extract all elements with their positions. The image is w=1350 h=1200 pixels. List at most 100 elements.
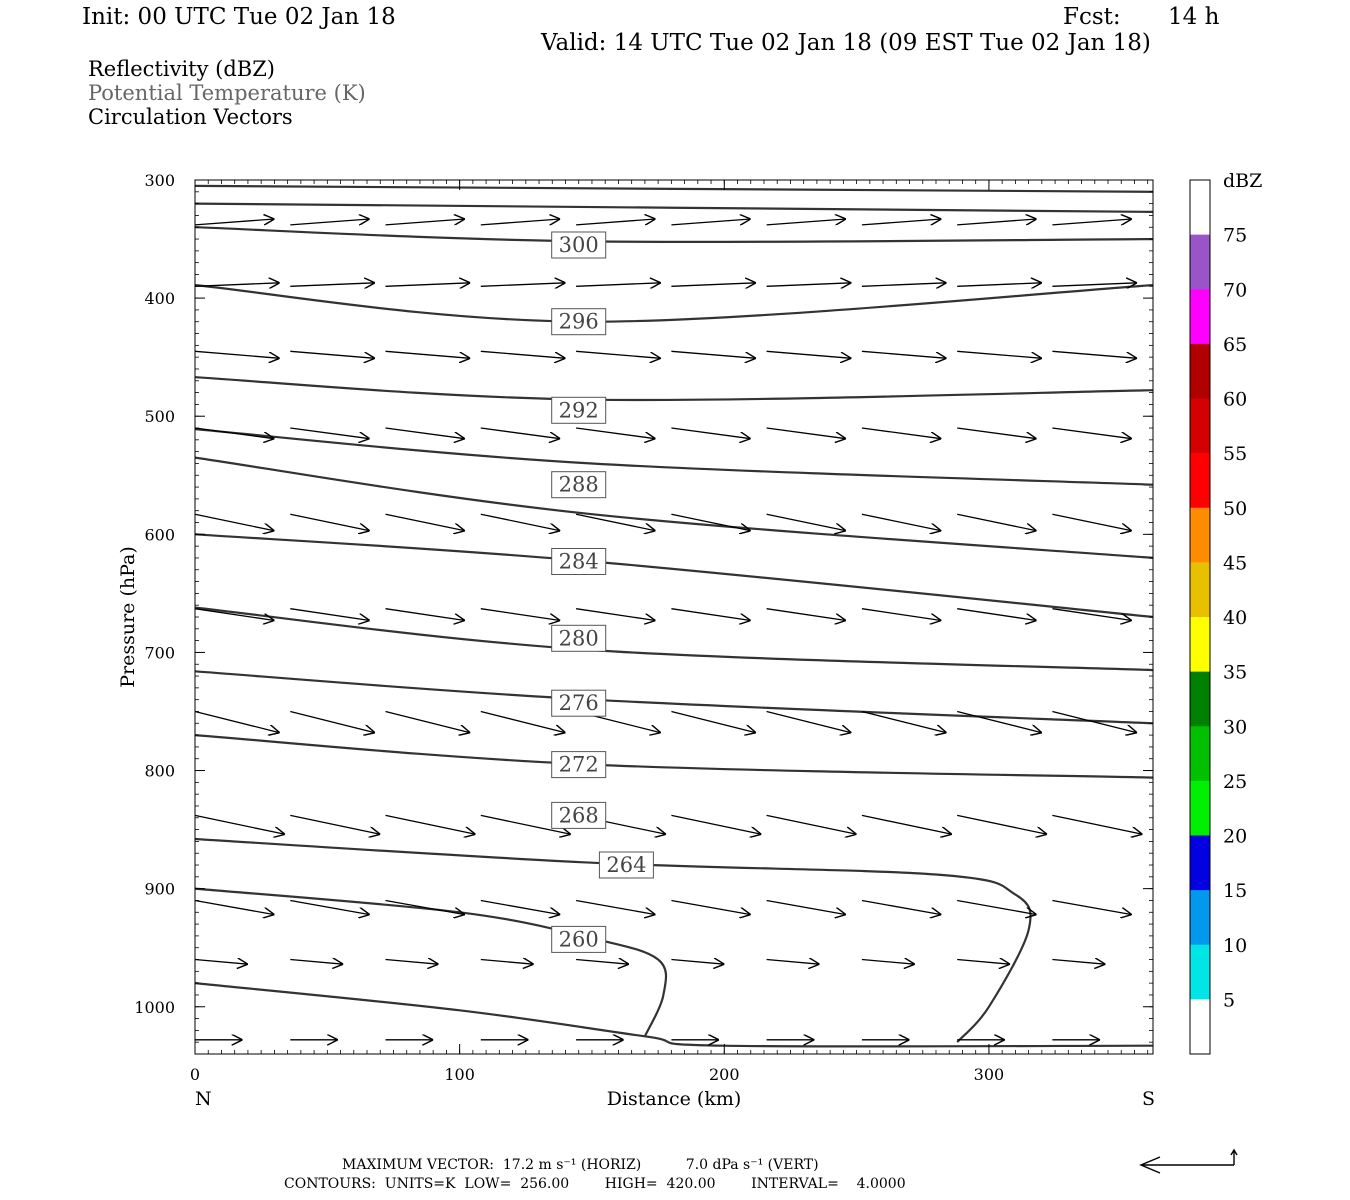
contour-288 — [194, 428, 1154, 486]
x-tick-label: 0 — [190, 1065, 200, 1084]
vector-arrow — [861, 219, 941, 226]
contour-label: 280 — [559, 626, 599, 650]
vector-arrow — [480, 513, 560, 531]
vector-arrow — [671, 960, 724, 965]
colorbar-swatch — [1190, 999, 1210, 1055]
vector-arrow — [957, 710, 1042, 733]
max-vector-info: MAXIMUM VECTOR: 17.2 m s⁻¹ (HORIZ) 7.0 d… — [342, 1157, 819, 1173]
vector-arrow — [766, 427, 846, 439]
vector-arrow — [1052, 427, 1131, 439]
vector-arrow — [385, 219, 465, 226]
y-tick-label: 800 — [144, 762, 175, 781]
vector-arrow — [671, 814, 761, 834]
vector-arrow — [194, 219, 274, 226]
colorbar-swatch — [1190, 398, 1210, 454]
vector-arrow — [957, 513, 1036, 531]
colorbar-tick-label: 55 — [1223, 443, 1247, 465]
vector-arrow — [290, 219, 369, 226]
vector-arrow — [957, 350, 1042, 358]
contour-label-box — [551, 624, 607, 652]
vector-arrow — [671, 608, 750, 621]
colorbar-swatch — [1190, 617, 1210, 673]
vector-arrow — [290, 608, 369, 621]
contour-label-box — [551, 396, 607, 424]
contour-label-box — [598, 851, 654, 879]
vector-arrow — [861, 960, 915, 965]
vector-arrow — [194, 350, 280, 358]
colorbar-tick-label: 65 — [1223, 334, 1247, 356]
vector-arrow — [766, 899, 846, 915]
colorbar-tick-label: 50 — [1223, 498, 1247, 520]
vector-arrow — [1052, 710, 1137, 733]
vector-arrow — [480, 710, 566, 733]
x-tick-label: 200 — [709, 1065, 740, 1084]
vector-arrow — [1052, 608, 1131, 621]
contour-276 — [194, 606, 1154, 672]
contour-284 — [194, 456, 1154, 559]
vector-arrow — [385, 513, 465, 531]
vector-arrow — [766, 814, 857, 834]
colorbar-tick-label: 40 — [1223, 607, 1247, 629]
vector-arrow — [290, 350, 375, 358]
colorbar-swatch — [1190, 343, 1210, 400]
contour-label-box — [551, 231, 607, 259]
vector-arrow — [194, 283, 280, 287]
vector-arrow — [861, 608, 941, 621]
field-potential-temperature: Potential Temperature (K) — [88, 81, 366, 105]
contour-292 — [194, 376, 1154, 402]
vector-arrow — [575, 513, 655, 531]
contour-296 — [194, 284, 1154, 323]
vector-arrow — [671, 710, 756, 733]
y-tick-label: 1000 — [134, 998, 175, 1017]
forecast-hour: 14 h — [1168, 4, 1220, 30]
colorbar-swatch — [1190, 780, 1210, 837]
vector-arrow — [385, 350, 471, 358]
vector-arrow — [194, 608, 274, 621]
colorbar-tick-label: 30 — [1223, 716, 1247, 738]
contour-label: 272 — [559, 753, 599, 777]
vector-arrow — [290, 427, 369, 439]
vector-arrow — [194, 513, 274, 531]
vector-arrow — [480, 960, 534, 965]
vector-arrow — [957, 219, 1036, 226]
vector-arrow — [480, 283, 566, 287]
vector-arrow — [1052, 219, 1131, 226]
circulation-vectors — [194, 219, 1142, 1040]
colorbar-swatch — [1190, 507, 1210, 563]
vector-arrow — [194, 899, 274, 915]
y-tick-label: 300 — [144, 171, 175, 190]
colorbar-swatch — [1190, 180, 1210, 236]
forecast-label: Fcst: — [1063, 4, 1121, 30]
contour-label: 296 — [559, 310, 599, 334]
vector-arrow — [385, 899, 465, 915]
contour-304 — [194, 202, 1154, 213]
colorbar-swatch — [1190, 726, 1210, 782]
vector-arrow — [576, 608, 655, 621]
colorbar-tick-label: 10 — [1223, 935, 1247, 957]
vector-arrow — [575, 899, 655, 915]
colorbar-tick-label: 75 — [1223, 225, 1247, 247]
vector-arrow — [576, 219, 655, 226]
vector-arrow — [957, 608, 1036, 621]
vector-arrow — [766, 608, 846, 621]
vector-arrow — [194, 960, 248, 965]
vector-arrow — [576, 427, 655, 439]
vector-arrow — [957, 899, 1036, 915]
vector-arrow — [480, 219, 560, 226]
y-tick-label: 600 — [144, 525, 175, 544]
vector-arrow — [671, 219, 750, 226]
vector-arrow — [861, 283, 947, 287]
vector-arrow — [1052, 283, 1137, 287]
vector-arrow — [385, 960, 439, 965]
contour-label: 284 — [559, 550, 599, 574]
vector-arrow — [1052, 899, 1131, 915]
vector-arrow — [957, 283, 1042, 287]
vector-arrow — [766, 513, 846, 531]
vector-arrow — [480, 350, 566, 358]
contour-label: 288 — [559, 473, 599, 497]
vector-arrow — [1052, 960, 1105, 965]
contour-label: 268 — [559, 803, 599, 827]
contour-280 — [194, 533, 1154, 619]
colorbar-tick-label: 25 — [1223, 771, 1247, 793]
contour-label: 264 — [606, 853, 646, 877]
